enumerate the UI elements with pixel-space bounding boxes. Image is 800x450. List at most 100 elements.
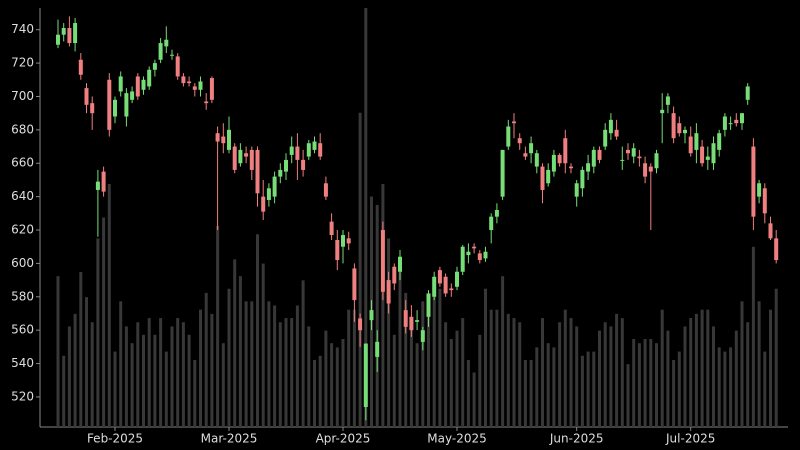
volume-bar (706, 309, 710, 427)
candle-body (181, 76, 186, 84)
candle-body (335, 240, 340, 261)
candle-body (369, 310, 374, 321)
volume-bar (147, 318, 151, 427)
candle-body (392, 266, 397, 284)
volume-bar (119, 301, 123, 427)
candle-body (78, 59, 83, 75)
candle-body (73, 23, 78, 44)
volume-bar (609, 326, 613, 427)
volume-bar (398, 267, 402, 427)
volume-bar (290, 318, 294, 427)
candle-body (546, 169, 551, 184)
volume-bar (489, 309, 493, 427)
volume-bar (558, 322, 562, 427)
volume-bar (689, 318, 693, 427)
candle-body (494, 209, 499, 217)
candle-body (95, 181, 100, 190)
volume-bar (216, 225, 220, 427)
volume-bar (221, 343, 225, 427)
candle-body (477, 253, 482, 261)
volume-bar (484, 288, 487, 427)
candle-body (614, 129, 619, 137)
candle-body (751, 146, 756, 217)
candle-body (540, 166, 545, 190)
volume-bar (603, 322, 607, 427)
candle-body (215, 133, 220, 142)
x-tick-label: Jul-2025 (665, 432, 715, 446)
candle-body (363, 343, 368, 407)
candle-body (90, 103, 95, 114)
candle-body (745, 86, 750, 100)
y-tick-label: 700 (11, 89, 34, 103)
volume-bar (347, 309, 351, 427)
candle-body (284, 159, 288, 172)
volume-bar (330, 343, 334, 427)
candle-body (654, 153, 659, 169)
candle-body (608, 119, 613, 134)
candle-body (101, 171, 106, 192)
volume-bar (501, 276, 505, 427)
volume-bar (449, 339, 453, 427)
candle-body (170, 54, 174, 56)
volume-bar (466, 359, 470, 427)
volume-bar (159, 318, 163, 427)
candle-body (386, 280, 391, 304)
candle-body (261, 196, 266, 212)
candle-body (403, 310, 408, 327)
candle-body (534, 153, 539, 167)
candle-body (631, 148, 636, 157)
volume-bar (700, 309, 704, 427)
volume-bar (660, 309, 664, 427)
volume-bar (142, 334, 145, 427)
candle-body (432, 276, 437, 297)
volume-bar (404, 292, 408, 427)
candle-body (61, 28, 66, 35)
candle-body (762, 188, 767, 214)
volume-bar (199, 309, 202, 427)
candle-body (158, 43, 163, 60)
candle-body (295, 146, 300, 160)
volume-bar (387, 238, 391, 427)
candle-body (209, 78, 214, 100)
volume-bar (130, 343, 134, 427)
volume-bar (113, 351, 117, 427)
volume-bar (273, 305, 277, 427)
volume-bar (506, 313, 510, 427)
volume-bar (153, 334, 157, 427)
candle-body (603, 129, 608, 147)
candle-body (415, 320, 420, 322)
candle-body (472, 246, 477, 249)
candle-body (705, 156, 710, 160)
candle-body (278, 169, 283, 177)
candle-body (152, 63, 157, 70)
volume-bar (626, 364, 630, 427)
volume-bar (307, 326, 311, 427)
volume-bar (176, 318, 180, 427)
volume-bar (415, 343, 419, 427)
candle-body (221, 136, 226, 144)
volume-bar (90, 322, 94, 427)
candle-body (455, 271, 459, 287)
candle-body (318, 143, 323, 157)
candle-body (301, 159, 306, 170)
candle-body (694, 133, 699, 150)
candle-body (420, 330, 425, 342)
y-tick-label: 540 (11, 356, 34, 370)
y-tick-label: 720 (11, 56, 34, 70)
volume-bar (523, 359, 527, 427)
volume-bar (301, 280, 305, 427)
volume-bar (421, 301, 425, 427)
candle-body (443, 276, 448, 294)
volume-bar (341, 339, 345, 427)
candle-body (563, 138, 568, 164)
y-tick-label: 560 (11, 323, 34, 337)
volume-bar (672, 359, 676, 427)
candle-body (671, 113, 676, 139)
volume-bar (529, 359, 533, 427)
volume-bar (375, 204, 379, 427)
volume-bar (615, 313, 619, 427)
volume-bar (740, 301, 744, 427)
candle-body (204, 101, 209, 104)
candle-body (688, 136, 693, 154)
candle-body (255, 149, 260, 194)
